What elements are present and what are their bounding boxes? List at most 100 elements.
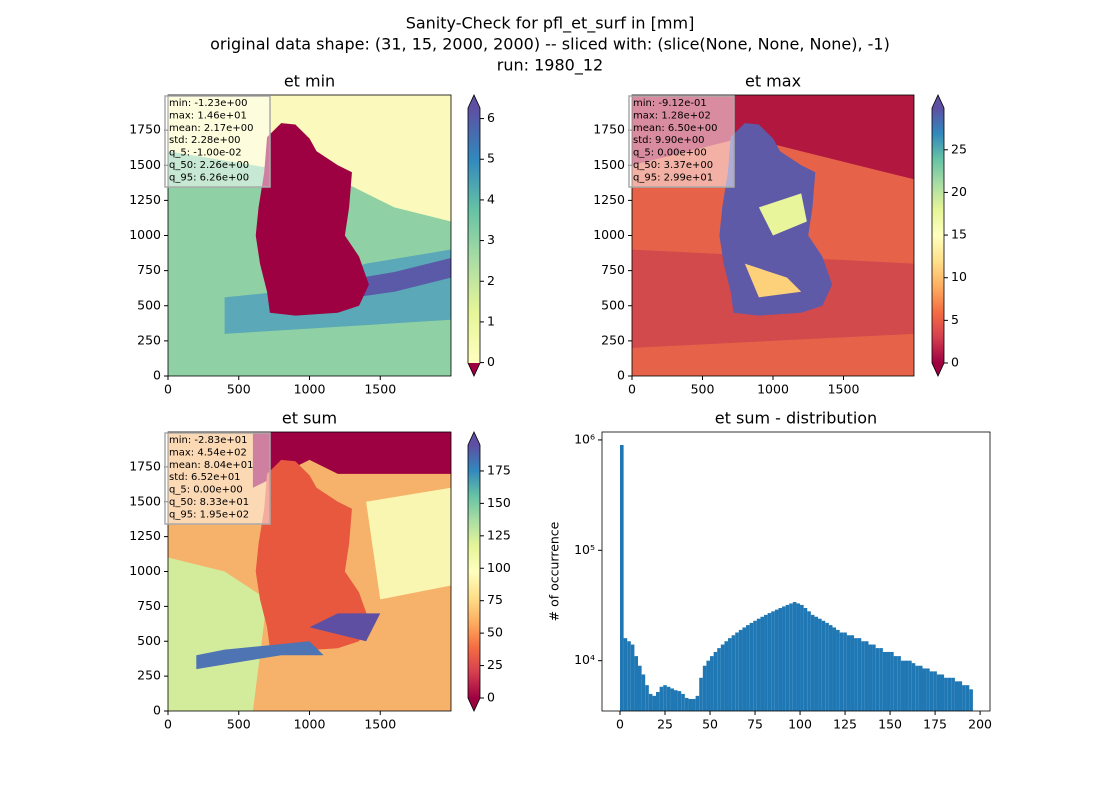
- bar: [954, 681, 959, 711]
- bar: [803, 608, 808, 711]
- colorbar-tick-label: 25: [487, 657, 503, 672]
- stats-box: [164, 432, 271, 525]
- stats-text: mean: 6.50e+00: [633, 123, 717, 134]
- bar: [926, 668, 930, 711]
- bar: [879, 648, 883, 711]
- y-tick-label: 1750: [129, 122, 161, 137]
- bar: [789, 603, 793, 711]
- bar: [836, 629, 840, 711]
- stats-text: q_5: -1.00e-02: [169, 148, 242, 159]
- bar: [792, 602, 797, 711]
- y-tick-label: 750: [137, 598, 161, 613]
- bar: [900, 660, 905, 711]
- map-region: [366, 487, 451, 600]
- stats-text: q_95: 1.95e+02: [169, 509, 249, 520]
- bar: [728, 638, 732, 711]
- colorbar-tick-label: 6: [487, 110, 495, 125]
- bar: [940, 674, 945, 711]
- colorbar-under: [932, 363, 944, 376]
- colorbar-tick-label: 5: [487, 151, 495, 166]
- stats-text: min: -9.12e-01: [633, 98, 707, 109]
- y-tick-label: 750: [137, 262, 161, 277]
- y-tick-label: 250: [601, 332, 625, 347]
- x-tick-label: 500: [227, 717, 251, 732]
- bar: [861, 641, 865, 711]
- bar: [951, 677, 955, 711]
- bar: [666, 686, 671, 711]
- bar: [936, 674, 941, 711]
- bar: [904, 660, 909, 711]
- x-tick-label: 75: [747, 717, 763, 732]
- bar: [677, 691, 682, 711]
- bar: [764, 614, 768, 711]
- bar: [782, 606, 786, 711]
- stats-text: max: 1.28e+02: [633, 110, 711, 121]
- colorbar-tick-label: 5: [951, 312, 959, 327]
- bar: [756, 618, 761, 711]
- stats-text: mean: 2.17e+00: [169, 123, 253, 134]
- map-region: [255, 459, 369, 652]
- x-tick-label: 175: [923, 717, 947, 732]
- bar: [886, 651, 891, 711]
- colorbar-tick-label: 0: [951, 355, 959, 370]
- y-tick-label: 1750: [593, 122, 625, 137]
- bar: [908, 660, 912, 711]
- colorbar-over: [468, 95, 480, 108]
- bar: [753, 620, 757, 711]
- map-region: [252, 432, 451, 488]
- stats-text: min: -2.83e+01: [169, 435, 248, 446]
- y-tick-label: 500: [601, 297, 625, 312]
- colorbar-tick-label: 50: [487, 625, 503, 640]
- bar: [947, 677, 952, 711]
- bar: [634, 656, 639, 711]
- bar: [814, 616, 819, 711]
- bar: [641, 674, 646, 711]
- bar: [695, 695, 700, 711]
- bar: [713, 651, 718, 711]
- bar: [882, 651, 887, 711]
- bar: [706, 660, 711, 711]
- suptitle: original data shape: (31, 15, 2000, 2000…: [210, 35, 890, 54]
- y-tick-label: 750: [601, 262, 625, 277]
- bar: [800, 604, 804, 711]
- axes-frame: [601, 431, 991, 712]
- bar: [893, 656, 898, 711]
- x-tick-label: 125: [833, 717, 857, 732]
- stats-text: mean: 8.04e+01: [169, 460, 253, 471]
- bar: [738, 629, 743, 711]
- bar: [922, 668, 927, 711]
- x-tick-label: 0: [616, 717, 624, 732]
- colorbar-tick-label: 100: [487, 560, 511, 575]
- bar: [652, 695, 657, 711]
- stats-text: max: 4.54e+02: [169, 447, 247, 458]
- bar: [846, 635, 851, 711]
- bar: [875, 648, 880, 711]
- bar: [749, 622, 754, 711]
- x-tick-label: 100: [788, 717, 812, 732]
- colorbar-tick-label: 0: [487, 690, 495, 705]
- stats-text: max: 1.46e+01: [169, 110, 247, 121]
- colorbar-tick-label: 75: [487, 592, 503, 607]
- bar: [692, 698, 696, 711]
- y-tick-label: 1500: [129, 493, 161, 508]
- bar: [854, 638, 858, 711]
- y-tick-label: 1250: [129, 192, 161, 207]
- bar: [742, 627, 747, 711]
- bar: [684, 697, 689, 711]
- map-region: [196, 641, 324, 670]
- bar: [890, 651, 894, 711]
- stats-box: [628, 95, 735, 188]
- y-tick-label: 1500: [129, 157, 161, 172]
- stats-text: std: 2.28e+00: [169, 135, 241, 146]
- bar: [850, 635, 855, 711]
- axes-title: et max: [745, 72, 801, 91]
- bar: [735, 632, 739, 711]
- map-region: [309, 613, 381, 642]
- bar: [627, 641, 631, 711]
- map-region: [744, 263, 802, 298]
- y-tick-label: 1750: [129, 458, 161, 473]
- y-tick-label: 0: [153, 703, 161, 718]
- x-tick-label: 1000: [757, 382, 789, 397]
- y-tick-label: 250: [137, 332, 161, 347]
